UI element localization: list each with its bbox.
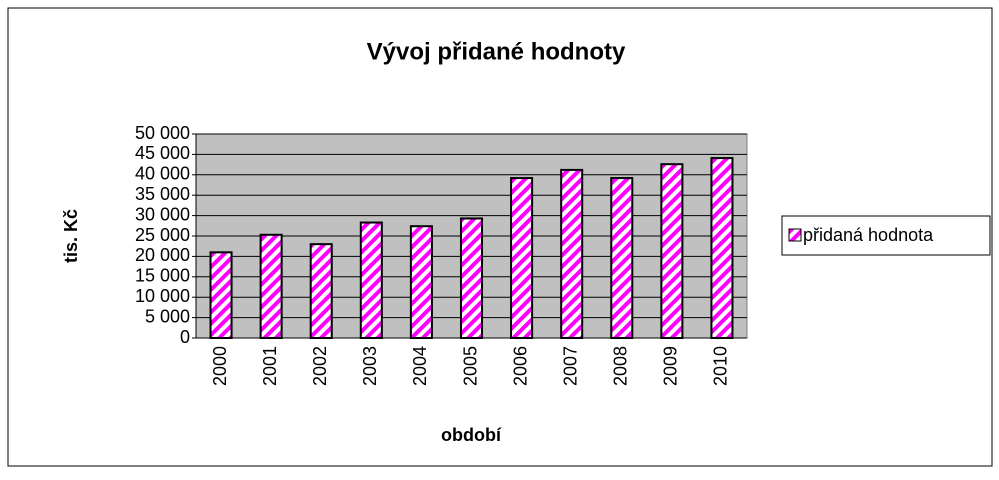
x-tick-label: 2006 (510, 346, 530, 386)
bar (259, 233, 283, 339)
bar (610, 177, 634, 339)
x-tick-label: 2001 (260, 346, 280, 386)
x-tick-label: 2002 (310, 346, 330, 386)
legend-box (781, 215, 991, 256)
bar (510, 177, 534, 339)
x-axis-title: období (441, 425, 502, 445)
y-axis-title: tis. Kč (61, 209, 81, 263)
y-tick-label: 40 000 (135, 164, 190, 184)
bar (209, 251, 233, 340)
bar (710, 157, 734, 339)
y-tick-label: 0 (180, 327, 190, 347)
x-tick-label: 2003 (360, 346, 380, 386)
bar (409, 225, 433, 339)
x-tick-label: 2000 (210, 346, 230, 386)
bar (459, 217, 484, 339)
y-tick-label: 5 000 (145, 306, 190, 326)
x-tick-label: 2004 (410, 346, 430, 386)
y-tick-label: 50 000 (135, 123, 190, 143)
y-tick-label: 45 000 (135, 143, 190, 163)
y-tick-label: 15 000 (135, 266, 190, 286)
bar (309, 243, 333, 339)
x-tick-label: 2007 (560, 346, 580, 386)
y-tick-label: 10 000 (135, 286, 190, 306)
x-tick-label: 2010 (711, 346, 731, 386)
y-tick-label: 35 000 (135, 184, 190, 204)
bar (660, 163, 684, 339)
y-tick-label: 25 000 (135, 225, 190, 245)
legend-label: přidaná hodnota (803, 225, 934, 245)
x-tick-label: 2008 (611, 346, 631, 386)
legend-swatch (788, 228, 802, 242)
y-tick-label: 20 000 (135, 245, 190, 265)
bar (359, 221, 383, 339)
chart-title: Vývoj přidané hodnoty (367, 38, 626, 65)
x-tick-label: 2009 (661, 346, 681, 386)
x-tick-label: 2005 (460, 346, 480, 386)
bar (560, 168, 584, 339)
y-tick-label: 30 000 (135, 204, 190, 224)
